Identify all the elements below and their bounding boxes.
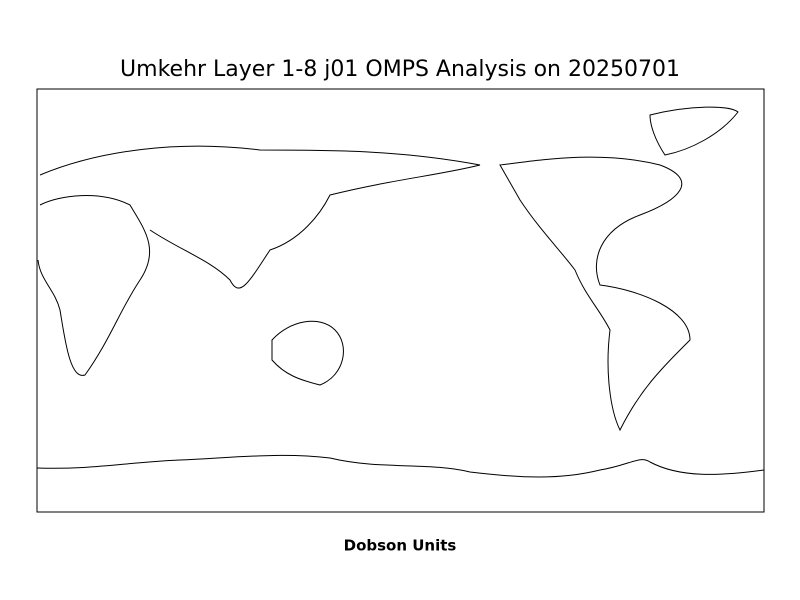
africa-europe [37,195,150,376]
americas [499,156,691,432]
asia [39,145,481,289]
map-frame [36,88,765,513]
antarctica [36,454,765,478]
coastlines [36,106,765,478]
map-title: Umkehr Layer 1-8 j01 OMPS Analysis on 20… [120,57,680,82]
greenland [649,106,739,156]
colorbar-title: Dobson Units [344,537,457,555]
australia [271,320,344,386]
